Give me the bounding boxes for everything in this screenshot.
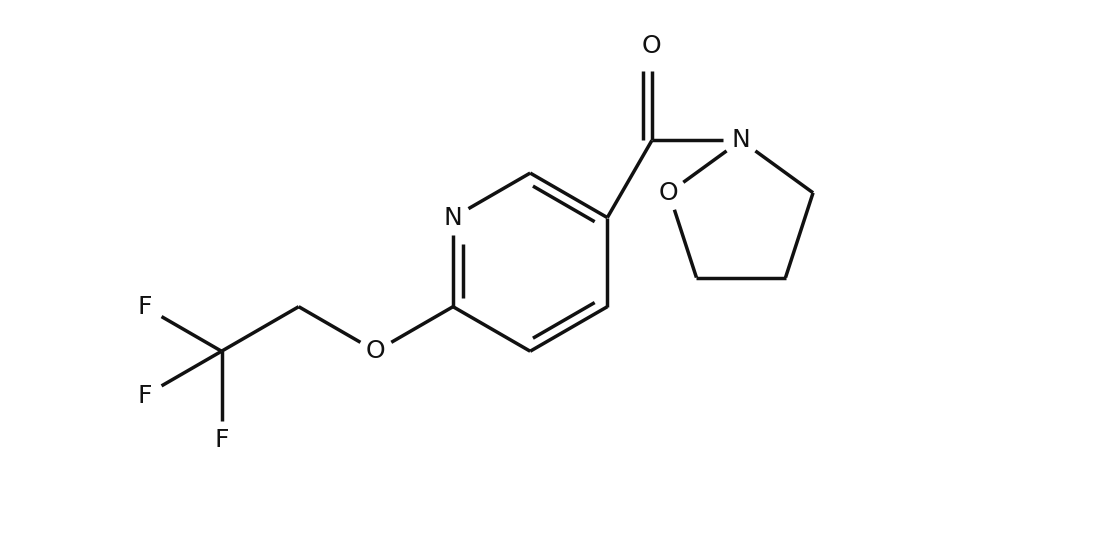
Text: N: N	[732, 129, 751, 152]
Text: F: F	[215, 428, 229, 452]
Text: O: O	[659, 181, 678, 205]
Text: N: N	[444, 205, 463, 230]
Text: O: O	[642, 34, 662, 59]
Text: O: O	[366, 339, 386, 363]
Text: F: F	[137, 295, 151, 319]
Text: F: F	[137, 384, 151, 408]
